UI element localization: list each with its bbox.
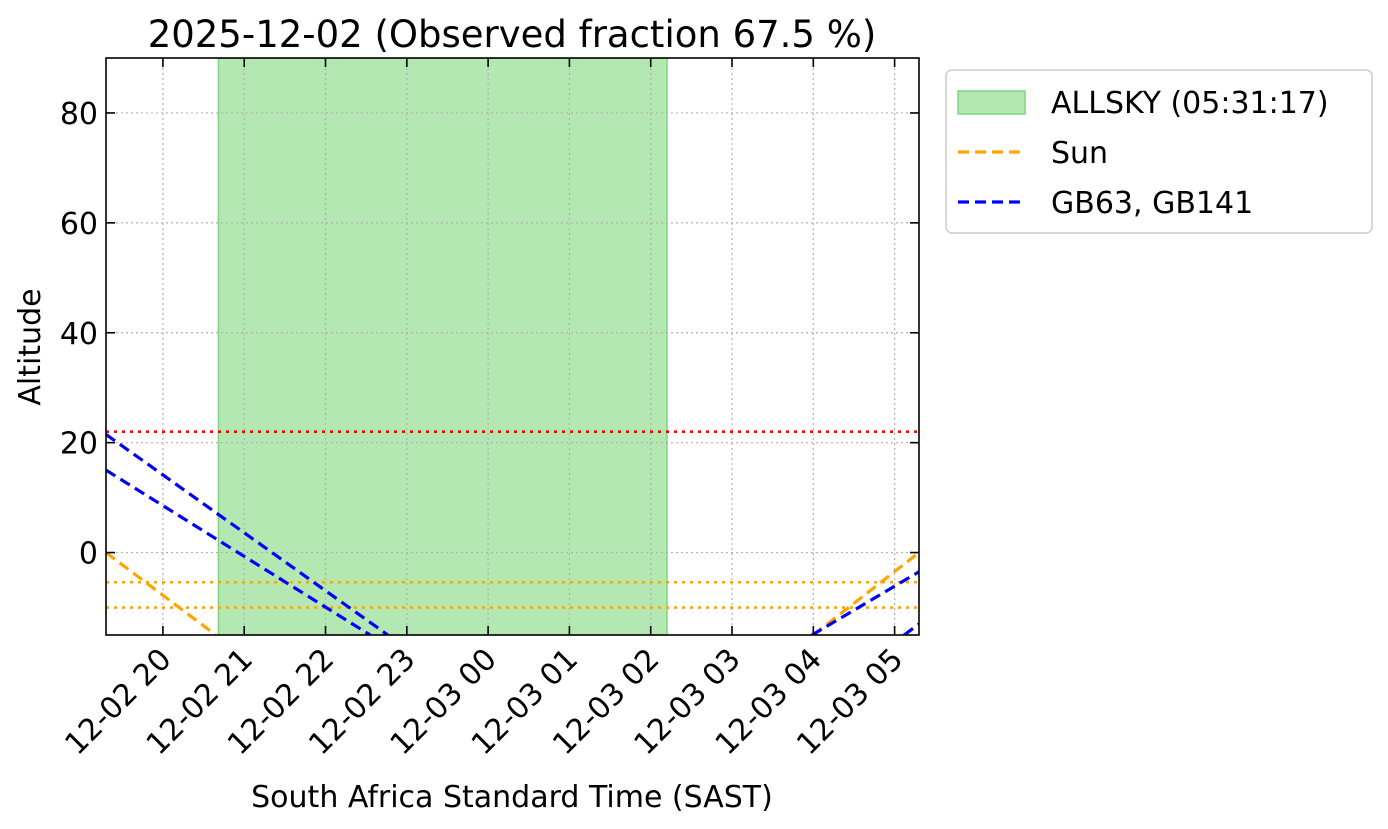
series-layer bbox=[106, 433, 919, 635]
chart-title: 2025-12-02 (Observed fraction 67.5 %) bbox=[148, 13, 877, 56]
sun-altitude-line bbox=[106, 551, 217, 635]
y-tick-label: 60 bbox=[60, 207, 98, 242]
target-altitude-line bbox=[106, 433, 389, 635]
legend-entries: ALLSKY (05:31:17) Sun GB63, GB141 bbox=[957, 86, 1329, 221]
legend-swatch bbox=[957, 90, 1026, 115]
y-axis-label: Altitude bbox=[13, 288, 48, 405]
y-tick-label: 0 bbox=[79, 537, 98, 572]
legend-label: GB63, GB141 bbox=[1051, 186, 1253, 221]
target-altitude-line bbox=[903, 622, 919, 635]
y-tick-label: 20 bbox=[60, 427, 98, 462]
y-tick-label: 40 bbox=[60, 317, 98, 352]
plot-area bbox=[106, 58, 919, 635]
target-altitude-line bbox=[811, 570, 919, 635]
legend-label: Sun bbox=[1051, 136, 1108, 171]
legend: ALLSKY (05:31:17) Sun GB63, GB141 bbox=[945, 69, 1373, 234]
plot-frame bbox=[105, 57, 920, 636]
allsky-span bbox=[217, 58, 668, 635]
y-tick-label: 80 bbox=[60, 97, 98, 132]
target-altitude-line bbox=[106, 468, 372, 635]
shaded-span-layer bbox=[217, 58, 668, 635]
legend-label: ALLSKY (05:31:17) bbox=[1051, 86, 1329, 121]
x-axis-label: South Africa Standard Time (SAST) bbox=[251, 780, 773, 815]
sun-altitude-line bbox=[812, 551, 919, 635]
legend-frame bbox=[945, 69, 1373, 234]
grid-layer bbox=[106, 58, 919, 635]
